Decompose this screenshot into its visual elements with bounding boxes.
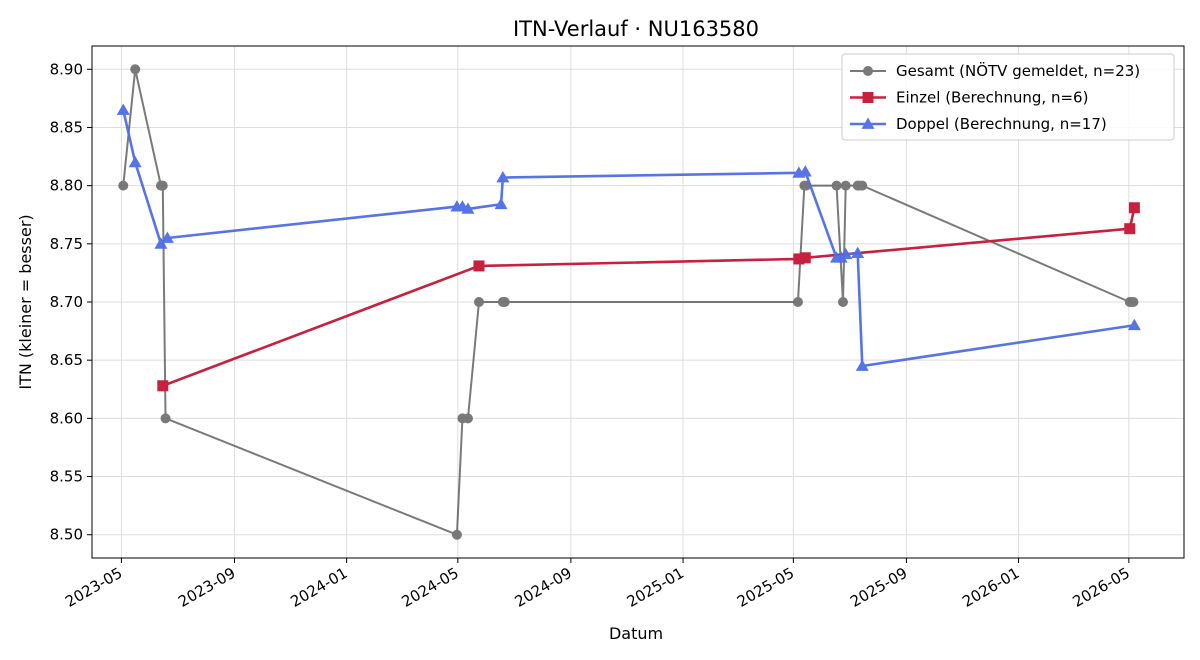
legend: Gesamt (NÖTV gemeldet, n=23) Einzel (Bere…	[841, 53, 1175, 141]
y-tick-label: 8.90	[50, 60, 83, 78]
data-point	[494, 197, 508, 210]
data-point	[157, 380, 169, 392]
x-axis-title: Datum	[609, 624, 663, 643]
y-tick-label: 8.80	[50, 177, 83, 195]
y-tick-label: 8.50	[50, 526, 83, 544]
data-point	[855, 359, 869, 371]
chart-title: ITN-Verlauf · NU163580	[513, 17, 759, 41]
data-point	[130, 64, 141, 75]
data-point	[798, 165, 812, 177]
y-axis: 8.50 8.55 8.60 8.65 8.70 8.75 8.80 8.85 8.90	[50, 60, 92, 544]
data-point	[473, 297, 484, 307]
series-line	[162, 207, 1136, 387]
y-tick-label: 8.55	[50, 468, 83, 486]
data-point	[496, 170, 510, 183]
data-point	[857, 180, 868, 191]
y-tick-label: 8.70	[50, 293, 83, 311]
data-point	[461, 202, 475, 214]
data-point	[462, 413, 473, 424]
data-point	[160, 413, 171, 424]
series-2	[157, 202, 1140, 392]
x-tick-label: 2024-05	[399, 564, 462, 611]
data-point	[116, 103, 130, 115]
data-point	[451, 529, 462, 540]
legend-swatch	[850, 117, 886, 129]
y-axis-title: ITN (kleiner = besser)	[16, 214, 35, 389]
data-point	[839, 247, 853, 260]
x-axis: 2023-05 2023-09 2024-01 2024-05 2024-09 2025-…	[62, 558, 1133, 611]
data-point	[792, 297, 803, 307]
data-point	[793, 253, 805, 265]
x-tick-label: 2026-05	[1070, 564, 1133, 611]
data-point	[118, 180, 129, 191]
legend-swatch	[850, 92, 886, 103]
data-point	[154, 237, 168, 249]
data-point	[1128, 202, 1140, 214]
legend-label: Doppel (Berechnung, n=17)	[896, 115, 1107, 133]
data-point	[499, 297, 510, 307]
series-3	[116, 103, 1141, 371]
legend-label: Gesamt (NÖTV gemeldet, n=23)	[896, 61, 1140, 80]
legend-marker	[861, 117, 875, 129]
legend-marker	[862, 92, 874, 103]
y-tick-label: 8.65	[50, 351, 83, 369]
legend-marker	[863, 66, 873, 76]
data-point	[160, 231, 174, 243]
series-1	[118, 64, 1139, 540]
x-tick-label: 2023-05	[62, 564, 125, 611]
y-tick-label: 8.85	[50, 118, 83, 136]
data-point	[473, 260, 485, 272]
legend-swatch	[850, 66, 886, 76]
data-point	[837, 297, 848, 307]
y-tick-label: 8.60	[50, 409, 83, 427]
data-point	[1124, 223, 1136, 235]
x-tick-label: 2025-09	[847, 564, 910, 611]
x-tick-label: 2024-01	[287, 564, 350, 611]
data-point	[799, 252, 811, 264]
data-point	[1127, 318, 1141, 331]
data-point	[128, 155, 142, 168]
legend-label: Einzel (Berechnung, n=6)	[896, 89, 1088, 107]
data-point	[157, 180, 168, 191]
x-tick-label: 2026-01	[959, 564, 1022, 611]
legend-frame	[841, 53, 1175, 141]
y-tick-label: 8.75	[50, 235, 83, 253]
x-tick-label: 2025-01	[624, 564, 687, 611]
x-tick-label: 2024-09	[512, 564, 575, 611]
data-point	[831, 180, 842, 191]
data-point	[840, 180, 851, 191]
series-layer	[116, 64, 1141, 540]
data-point	[1128, 297, 1139, 307]
x-tick-label: 2025-05	[734, 564, 797, 611]
x-tick-label: 2023-09	[175, 564, 238, 611]
data-point	[851, 246, 865, 259]
